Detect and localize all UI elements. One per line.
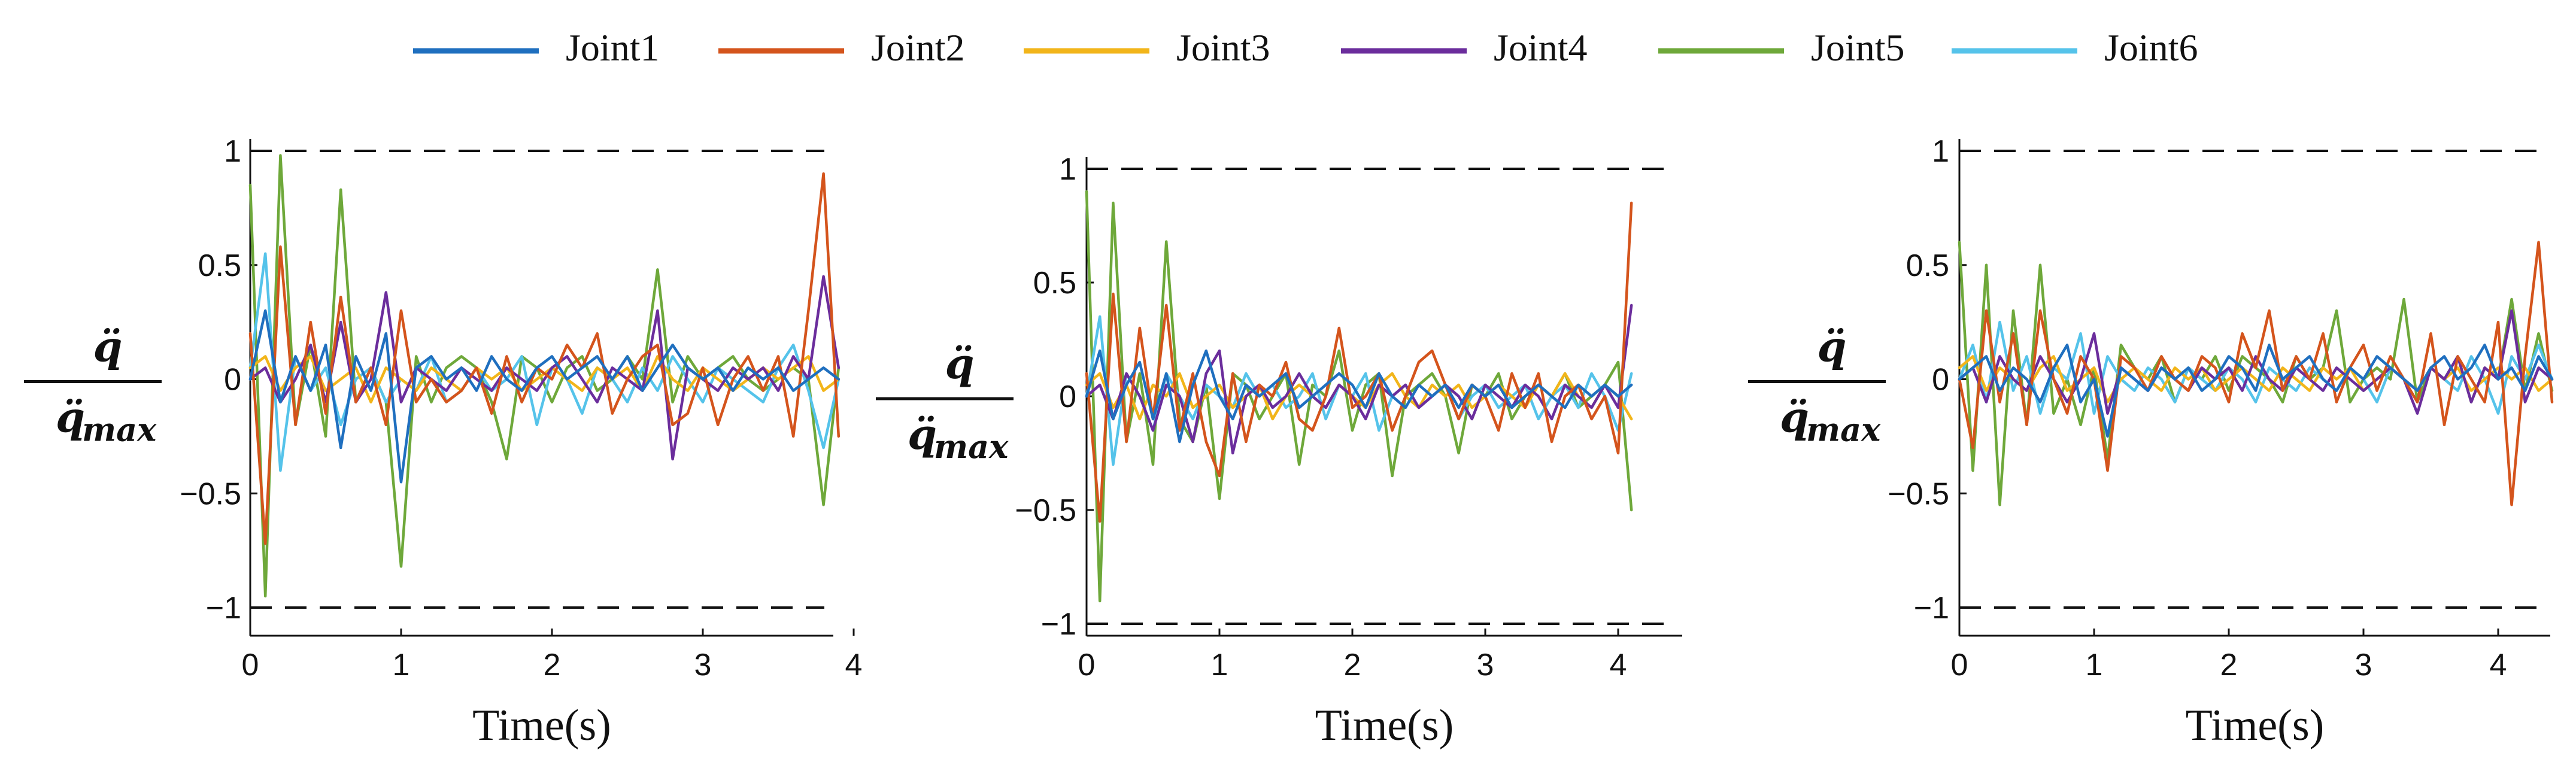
y-axis-label: q̈q̈max bbox=[876, 339, 1014, 466]
x-axis-label: Time(s) bbox=[472, 701, 611, 750]
legend-item-joint1: Joint1 bbox=[413, 26, 659, 69]
y-tick-label: −1 bbox=[206, 591, 241, 626]
x-tick-label: 4 bbox=[2490, 648, 2507, 682]
series-line-joint2 bbox=[1085, 201, 1633, 523]
x-axis-label: Time(s) bbox=[1315, 701, 1454, 750]
y-tick-label: −1 bbox=[1041, 607, 1076, 642]
y-axis-label: q̈q̈max bbox=[1748, 322, 1886, 449]
series-line-joint1 bbox=[248, 309, 841, 484]
y-tick-label: 0.5 bbox=[1906, 248, 1949, 283]
legend-label: Joint3 bbox=[1176, 26, 1270, 69]
legend: Joint1 Joint2 Joint3 Joint4 Joint5 Joint6 bbox=[413, 26, 2198, 69]
y-tick-label: 1 bbox=[1932, 134, 1949, 169]
y-label-numerator: q̈ bbox=[93, 322, 123, 372]
legend-item-joint4: Joint4 bbox=[1341, 26, 1587, 69]
x-tick-label: 1 bbox=[393, 648, 410, 682]
legend-label: Joint1 bbox=[566, 26, 659, 69]
legend-label: Joint2 bbox=[871, 26, 964, 69]
series-line-joint6 bbox=[1085, 315, 1633, 466]
x-tick-label: 0 bbox=[1078, 648, 1096, 682]
y-tick-label: 0 bbox=[224, 363, 241, 397]
x-tick-label: 1 bbox=[2086, 648, 2103, 682]
legend-label: Joint4 bbox=[1494, 26, 1587, 69]
x-tick-label: 3 bbox=[1477, 648, 1494, 682]
series-line-joint1 bbox=[1958, 344, 2554, 438]
legend-item-joint5: Joint5 bbox=[1658, 26, 1904, 69]
y-tick-label: 0 bbox=[1059, 380, 1076, 414]
series-line-joint2 bbox=[248, 172, 841, 545]
series-line-joint4 bbox=[1958, 309, 2554, 415]
y-tick-label: 1 bbox=[1059, 152, 1076, 187]
series-line-joint4 bbox=[248, 275, 841, 461]
y-axis-label: q̈q̈max bbox=[24, 322, 162, 449]
y-label-subscript: max bbox=[82, 411, 157, 449]
y-tick-label: −1 bbox=[1914, 591, 1949, 626]
y-tick-label: −0.5 bbox=[1015, 493, 1076, 528]
x-axis-label: Time(s) bbox=[2186, 701, 2325, 750]
chart-panels: −1−0.500.510 1 2 3 4Time(s)q̈q̈max−1−0.500.5… bbox=[24, 134, 2554, 750]
series-line-joint4 bbox=[1085, 303, 1633, 455]
y-tick-label: 0.5 bbox=[198, 248, 241, 283]
series-line-joint2 bbox=[1958, 241, 2554, 506]
x-tick-label: 2 bbox=[2220, 648, 2238, 682]
y-tick-label: 0.5 bbox=[1033, 266, 1076, 300]
legend-label: Joint6 bbox=[2104, 26, 2198, 69]
x-tick-label: 2 bbox=[544, 648, 561, 682]
x-tick-label: 3 bbox=[694, 648, 712, 682]
y-tick-label: −0.5 bbox=[180, 476, 241, 511]
legend-label: Joint5 bbox=[1811, 26, 1904, 69]
x-tick-label: 0 bbox=[1951, 648, 1968, 682]
y-label-subscript: max bbox=[1806, 411, 1881, 449]
x-tick-label: 1 bbox=[1211, 648, 1228, 682]
series-line-joint1 bbox=[1085, 349, 1633, 444]
y-label-denominator: q̈ bbox=[56, 393, 85, 442]
y-tick-label: 1 bbox=[224, 134, 241, 169]
y-label-denominator: q̈ bbox=[908, 409, 937, 459]
y-tick-label: 0 bbox=[1932, 363, 1949, 397]
y-label-denominator: q̈ bbox=[1780, 393, 1809, 442]
x-tick-label: 0 bbox=[242, 648, 259, 682]
x-tick-label: 2 bbox=[1344, 648, 1361, 682]
x-tick-label: 4 bbox=[1610, 648, 1627, 682]
series-line-joint6 bbox=[1958, 320, 2554, 415]
series-line-joint5 bbox=[248, 154, 841, 598]
x-tick-label: 4 bbox=[845, 648, 863, 682]
x-tick-label: 3 bbox=[2355, 648, 2372, 682]
y-label-subscript: max bbox=[934, 427, 1009, 466]
y-label-numerator: q̈ bbox=[945, 339, 975, 388]
y-tick-label: −0.5 bbox=[1888, 476, 1949, 511]
legend-item-joint3: Joint3 bbox=[1024, 26, 1270, 69]
legend-item-joint2: Joint2 bbox=[718, 26, 964, 69]
legend-item-joint6: Joint6 bbox=[1952, 26, 2198, 69]
y-label-numerator: q̈ bbox=[1818, 322, 1847, 372]
